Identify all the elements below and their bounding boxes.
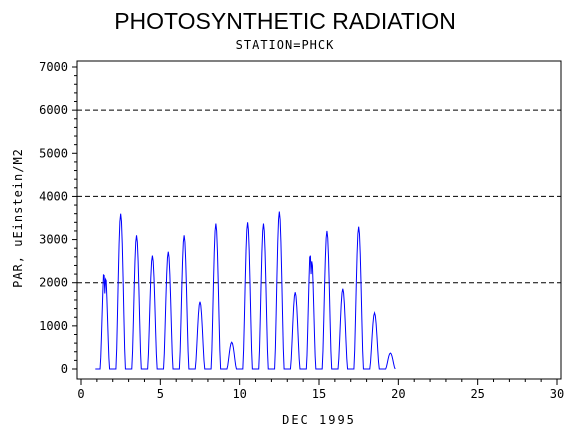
x-tick-label: 25 [470,387,484,401]
y-tick-label: 1000 [39,319,68,333]
series-group [95,211,396,370]
x-tick-label: 10 [232,387,246,401]
par-series-line [95,211,396,370]
x-tick-label: 15 [312,387,326,401]
y-tick-label: 5000 [39,146,68,160]
y-axis-label: PAR, uEinstein/M2 [11,148,25,288]
x-tick-label: 20 [391,387,405,401]
y-tick-label: 6000 [39,103,68,117]
y-axis-ticks: 0 1000 2000 3000 4000 5000 6000 7000 [39,60,77,376]
y-tick-label: 2000 [39,276,68,290]
chart-subtitle: STATION=PHCK [236,38,335,52]
reference-lines [77,109,561,284]
y-tick-label: 0 [61,362,68,376]
y-tick-label: 7000 [39,60,68,74]
x-tick-label: 0 [77,387,84,401]
x-axis-label: DEC 1995 [282,413,356,427]
y-tick-label: 4000 [39,189,68,203]
chart-title: PHOTOSYNTHETIC RADIATION [114,8,456,34]
x-tick-label: 30 [550,387,564,401]
y-tick-label: 3000 [39,233,68,247]
x-axis-ticks: 0 5 10 15 20 25 30 [77,379,564,401]
x-tick-label: 5 [157,387,164,401]
